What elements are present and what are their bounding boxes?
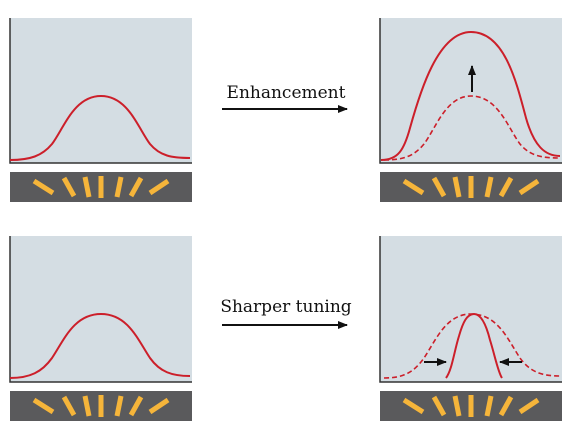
stimulus-bar bbox=[148, 178, 170, 196]
stimulus-bar bbox=[61, 176, 77, 198]
panel-sharpened bbox=[379, 236, 562, 383]
stimulus-bar bbox=[82, 176, 92, 198]
stimulus-bar bbox=[498, 395, 514, 417]
stimulus-bar bbox=[518, 397, 540, 415]
stimulus-bar bbox=[518, 178, 540, 196]
stimulus-bar bbox=[402, 397, 425, 415]
stimulus-bar bbox=[32, 178, 55, 196]
stimulus-bar-strip bbox=[10, 172, 192, 202]
baseline-curve bbox=[9, 94, 191, 161]
panel-baseline-1 bbox=[9, 18, 192, 164]
row-enhancement: Enhancement bbox=[9, 18, 562, 202]
reference-curve-dashed bbox=[383, 95, 561, 161]
panel-background bbox=[10, 18, 192, 163]
enhanced-curve bbox=[380, 30, 561, 161]
stimulus-bar bbox=[402, 178, 425, 196]
stimulus-bar-strip bbox=[380, 172, 562, 202]
baseline-curve bbox=[9, 312, 191, 379]
stimulus-bar bbox=[431, 176, 447, 198]
axes bbox=[9, 236, 192, 383]
stimulus-bar bbox=[431, 395, 447, 417]
stimulus-bar-strip bbox=[380, 391, 562, 421]
row-sharper-tuning: Sharper tuning bbox=[9, 236, 562, 421]
panel-background bbox=[380, 236, 562, 382]
stimulus-bar bbox=[452, 395, 462, 417]
stimulus-bar bbox=[148, 397, 170, 415]
panel-enhanced bbox=[379, 18, 562, 164]
stimulus-bar bbox=[61, 395, 77, 417]
transition-label: Enhancement bbox=[227, 83, 346, 103]
stimulus-bar bbox=[484, 395, 494, 417]
sharpened-curve bbox=[445, 312, 503, 379]
axes bbox=[9, 18, 192, 164]
axes bbox=[379, 236, 562, 383]
stimulus-bar bbox=[128, 395, 144, 417]
transition-label: Sharper tuning bbox=[220, 297, 351, 317]
stimulus-bar bbox=[484, 176, 494, 198]
stimulus-bar bbox=[114, 176, 124, 198]
stimulus-bar-strip bbox=[10, 391, 192, 421]
panel-baseline-2 bbox=[9, 236, 192, 383]
stimulus-bar bbox=[128, 176, 144, 198]
stimulus-bar bbox=[498, 176, 514, 198]
stimulus-bar bbox=[32, 397, 55, 415]
panel-background bbox=[10, 236, 192, 382]
axes bbox=[379, 18, 562, 164]
stimulus-bar bbox=[452, 176, 462, 198]
stimulus-bar bbox=[82, 395, 92, 417]
stimulus-bar bbox=[114, 395, 124, 417]
